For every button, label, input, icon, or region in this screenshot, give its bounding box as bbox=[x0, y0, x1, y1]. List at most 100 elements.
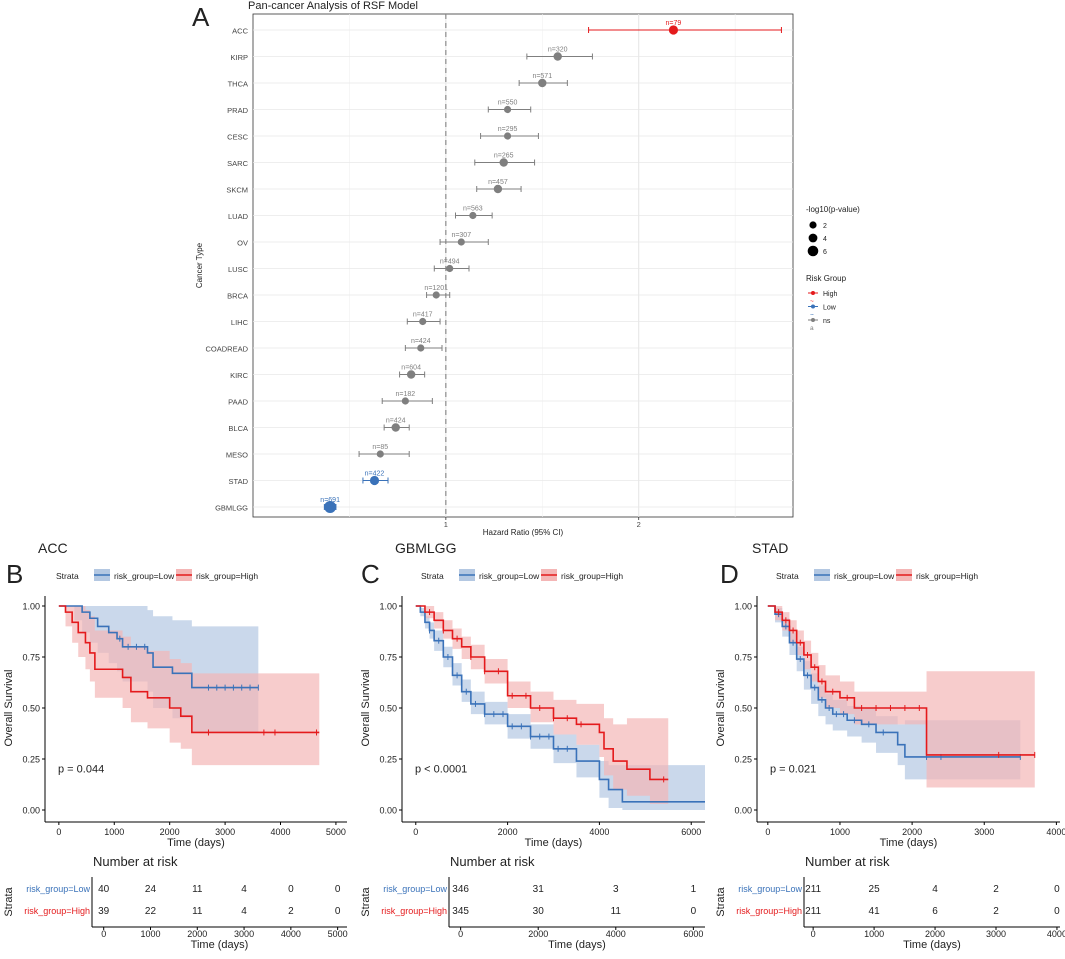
panel-gbmlgg-risk-title: Number at risk bbox=[450, 854, 535, 869]
forest-title: Pan-cancer Analysis of RSF Model bbox=[248, 0, 418, 12]
panel-stad-risk-x-tick-label: 2000 bbox=[925, 929, 945, 939]
group-legend-title: Risk Group bbox=[806, 274, 847, 283]
forest-n-label: n=494 bbox=[440, 259, 460, 266]
forest-n-label: n=550 bbox=[498, 100, 518, 107]
panel-acc-y-tick-label: 0.25 bbox=[22, 755, 40, 765]
forest-x-tick-label: 2 bbox=[637, 520, 641, 529]
panel-acc-x-tick-label: 3000 bbox=[215, 827, 235, 837]
forest-row-label: KIRP bbox=[230, 53, 248, 62]
panel-acc-risk-cell: 40 bbox=[98, 884, 110, 895]
forest-n-label: n=265 bbox=[494, 153, 514, 160]
forest-point bbox=[493, 184, 503, 194]
forest-n-label: n=320 bbox=[548, 47, 568, 54]
panel-gbmlgg-risk-x-tick-label: 2000 bbox=[528, 929, 548, 939]
panel-stad-x-tick-label: 3000 bbox=[974, 827, 994, 837]
panel-stad-risk-strata-label: Strata bbox=[715, 886, 727, 916]
panel-stad-legend-label-high: risk_group=High bbox=[916, 571, 978, 581]
forest-x-axis-title: Hazard Ratio (95% CI) bbox=[483, 528, 564, 537]
forest-point bbox=[432, 291, 440, 299]
size-legend-dot bbox=[809, 221, 817, 229]
panel-letter-a: A bbox=[192, 2, 210, 32]
forest-panel-border bbox=[252, 13, 794, 518]
size-legend-label: 6 bbox=[823, 249, 827, 256]
forest-n-label: n=571 bbox=[532, 73, 552, 80]
panel-gbmlgg-y-tick-label: 1.00 bbox=[379, 602, 397, 612]
panel-stad-risk-cell: 4 bbox=[932, 884, 938, 895]
panel-gbmlgg-risk-cell: 11 bbox=[611, 906, 622, 917]
panel-gbmlgg-risk-x-tick-label: 6000 bbox=[683, 929, 703, 939]
panel-stad-title: STAD bbox=[752, 540, 788, 556]
panel-stad-risk-cell: 41 bbox=[869, 906, 881, 917]
panel-stad-y-axis-title: Overall Survival bbox=[715, 669, 727, 746]
panel-stad-legend-label-low: risk_group=Low bbox=[834, 571, 895, 581]
panel-acc-x-axis-title: Time (days) bbox=[167, 837, 225, 849]
group-legend-label: Low bbox=[823, 305, 837, 312]
group-legend-glyph: ~ bbox=[810, 298, 814, 305]
panel-stad-risk-x-axis-title: Time (days) bbox=[903, 939, 961, 951]
panel-stad-survival-curve-high bbox=[767, 605, 1035, 756]
forest-point bbox=[457, 238, 465, 246]
panel-stad-x-tick-label: 0 bbox=[765, 827, 770, 837]
panel-acc-y-tick-label: 0.00 bbox=[22, 806, 40, 816]
panel-stad-x-tick-label: 2000 bbox=[902, 827, 922, 837]
panel-gbmlgg-risk-cell: 30 bbox=[533, 906, 545, 917]
group-legend-dot bbox=[811, 291, 815, 295]
panel-acc-legend-title: Strata bbox=[56, 571, 79, 581]
forest-point bbox=[406, 370, 416, 379]
panel-stad-risk-cell: 211 bbox=[805, 906, 821, 917]
panel-gbmlgg-risk-cell: 3 bbox=[613, 884, 619, 895]
panel-acc-legend-label-high: risk_group=High bbox=[196, 571, 258, 581]
forest-row-label: STAD bbox=[229, 477, 249, 486]
panel-acc-x-tick-label: 0 bbox=[56, 827, 61, 837]
forest-row-label: MESO bbox=[226, 451, 248, 460]
forest-row-label: SARC bbox=[227, 159, 248, 168]
panel-stad-risk-cell: 25 bbox=[869, 884, 881, 895]
panel-stad-y-tick-label: 1.00 bbox=[734, 602, 752, 612]
forest-row-label: PRAD bbox=[227, 106, 248, 115]
panel-stad-x-tick-label: 1000 bbox=[830, 827, 850, 837]
panel-gbmlgg-risk-cell: 346 bbox=[452, 884, 469, 895]
forest-n-label: n=604 bbox=[401, 365, 421, 372]
panel-stad-risk-x-tick-label: 3000 bbox=[986, 929, 1006, 939]
group-legend-label: High bbox=[823, 291, 838, 298]
panel-acc-x-tick-label: 4000 bbox=[270, 827, 290, 837]
forest-point bbox=[417, 344, 425, 352]
panel-stad-risk-cell: 2 bbox=[993, 906, 999, 917]
panel-acc-risk-cell: 0 bbox=[335, 884, 341, 895]
panel-letter-d: D bbox=[720, 559, 739, 589]
group-legend-glyph: a bbox=[810, 325, 814, 332]
panel-gbmlgg-y-tick-label: 0.50 bbox=[379, 704, 397, 714]
panel-gbmlgg-risk-x-tick-label: 4000 bbox=[606, 929, 626, 939]
panel-gbmlgg-risk-row-label-low: risk_group=Low bbox=[383, 884, 447, 894]
forest-point bbox=[469, 211, 477, 220]
forest-row-label: GBMLGG bbox=[215, 504, 248, 513]
panel-gbmlgg-x-axis-title: Time (days) bbox=[525, 837, 583, 849]
forest-point bbox=[538, 78, 547, 88]
panel-gbmlgg-y-tick-label: 0.75 bbox=[379, 653, 397, 663]
forest-n-label: n=307 bbox=[451, 232, 471, 239]
forest-point bbox=[553, 52, 562, 61]
forest-row-label: PAAD bbox=[228, 398, 248, 407]
forest-point bbox=[369, 475, 380, 486]
panel-acc-y-axis-title: Overall Survival bbox=[3, 669, 15, 746]
panel-stad-x-axis-title: Time (days) bbox=[880, 837, 938, 849]
panel-gbmlgg-risk-cell: 31 bbox=[533, 884, 545, 895]
panel-gbmlgg-p-value: p < 0.0001 bbox=[415, 763, 467, 775]
forest-x-tick-label: 1 bbox=[444, 520, 448, 529]
panel-gbmlgg-risk-row-label-high: risk_group=High bbox=[381, 906, 447, 916]
panel-stad-risk-row-label-high: risk_group=High bbox=[736, 906, 802, 916]
panel-stad-ci-band-high bbox=[767, 606, 1035, 788]
forest-n-label: n=182 bbox=[396, 391, 416, 398]
panel-letter-c: C bbox=[361, 559, 380, 589]
panel-acc-risk-x-tick-label: 3000 bbox=[234, 929, 254, 939]
panel-acc-risk-cell: 0 bbox=[288, 884, 294, 895]
panel-stad-y-tick-label: 0.25 bbox=[734, 755, 752, 765]
forest-point bbox=[668, 25, 679, 35]
forest-row-label: THCA bbox=[228, 80, 248, 89]
forest-point bbox=[499, 158, 508, 167]
panel-acc-risk-cell: 22 bbox=[145, 906, 157, 917]
size-legend-dot bbox=[808, 233, 818, 243]
forest-point bbox=[503, 132, 512, 140]
